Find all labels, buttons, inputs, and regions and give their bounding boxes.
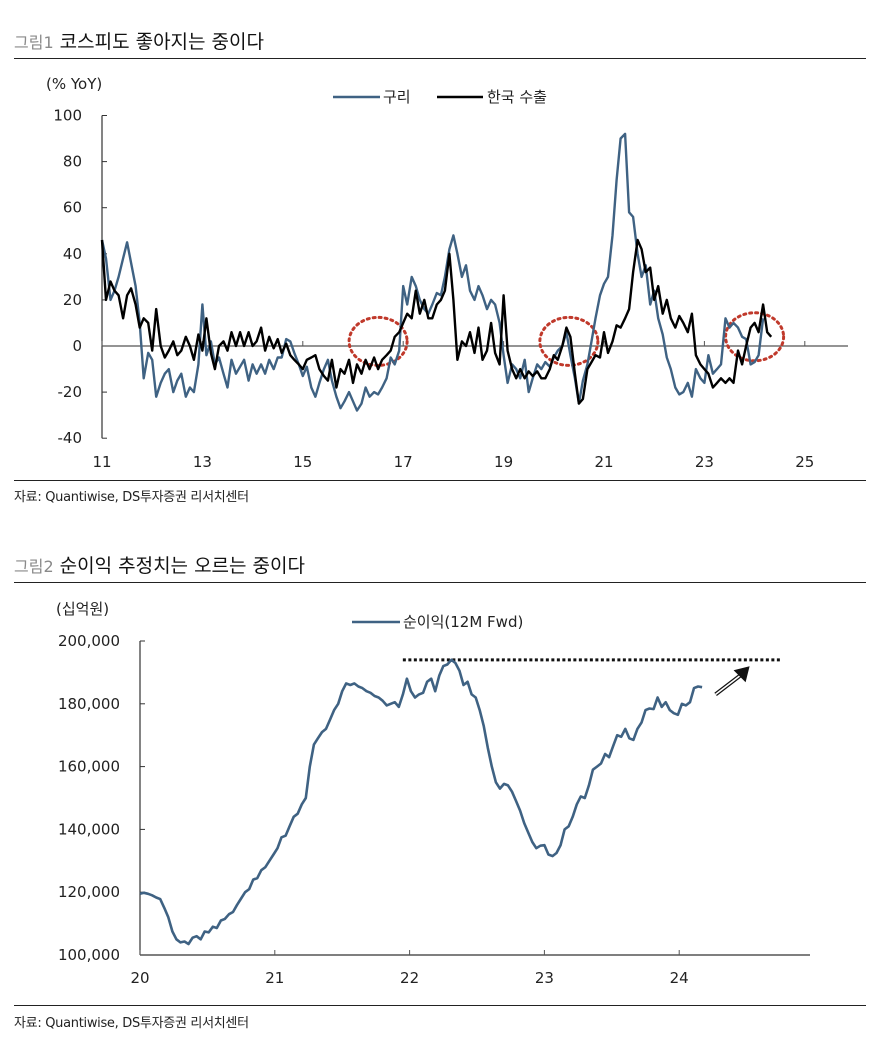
chart2-y-tick-label: 200,000 — [58, 632, 120, 650]
legend-label-earnings: 순이익(12M Fwd) — [403, 613, 523, 631]
chart1-highlight-circle — [724, 311, 786, 363]
chart1-x-tick-label: 25 — [795, 453, 814, 471]
figure1-title: 그림1 코스피도 좋아지는 중이다 — [14, 27, 264, 54]
chart2-legend: 순이익(12M Fwd) — [352, 613, 523, 631]
chart1-x-tick-label: 23 — [695, 453, 714, 471]
chart2-y-tick-label: 160,000 — [58, 758, 120, 776]
chart1-x-tick-label: 15 — [293, 453, 312, 471]
chart1-series-copper — [100, 132, 765, 412]
chart1-y-unit-label: (% YoY) — [46, 75, 102, 93]
chart1-highlight-circles — [347, 311, 786, 367]
chart2-reference — [402, 658, 781, 696]
chart2-y-unit-label: (십억원) — [56, 600, 109, 618]
figure2-title: 그림2 순이익 추정치는 오르는 중이다 — [14, 551, 305, 578]
chart2-x-tick-label: 20 — [130, 969, 149, 987]
chart1-highlight-circle — [347, 315, 409, 367]
chart1-x-tick-label: 17 — [394, 453, 413, 471]
chart1-y-tick-label: 80 — [63, 153, 82, 171]
figure1-top-rule — [14, 58, 866, 59]
figure1-source: 자료: Quantiwise, DS투자증권 리서치센터 — [14, 490, 249, 505]
chart2-x-tick-label: 23 — [535, 969, 554, 987]
chart1-y-tick-label: 40 — [63, 245, 82, 263]
chart1-x-tick-label: 13 — [193, 453, 212, 471]
figure2-title-text: 순이익 추정치는 오르는 중이다 — [59, 555, 305, 577]
figure1-title-text: 코스피도 좋아지는 중이다 — [59, 31, 264, 53]
chart1-y-tick-label: -20 — [58, 383, 83, 401]
chart1-series-exports — [100, 238, 773, 405]
chart1-highlight-circle — [538, 315, 600, 367]
figure2-bottom-rule — [14, 1005, 866, 1006]
figure2-top-rule — [14, 582, 866, 583]
chart2-series-earnings — [139, 658, 703, 946]
chart2-y-tick-label: 120,000 — [58, 883, 120, 901]
trend-arrow-head-icon — [733, 666, 750, 683]
chart1-axes: 100 80 60 40 20 0 -20 -40 11 13 15 17 19 21 23 25 — [53, 107, 848, 471]
figure1-number: 그림1 — [14, 33, 54, 52]
chart2-y-tick-label: 180,000 — [58, 695, 120, 713]
chart1-x-tick-label: 19 — [494, 453, 513, 471]
chart2-x-tick-label: 21 — [265, 969, 284, 987]
chart1-y-tick-label: 20 — [63, 291, 82, 309]
figure1-bottom-rule — [14, 480, 866, 481]
chart1-y-tick-label: 60 — [63, 199, 82, 217]
chart2-x-tick-label: 22 — [400, 969, 419, 987]
legend-label-copper: 구리 — [383, 88, 411, 106]
chart2-y-tick-label: 100,000 — [58, 946, 120, 964]
chart2-y-tick-label: 140,000 — [58, 820, 120, 838]
chart1-y-tick-label: 0 — [72, 337, 82, 355]
legend-label-exports: 한국 수출 — [487, 88, 547, 106]
figure2-source: 자료: Quantiwise, DS투자증권 리서치센터 — [14, 1016, 249, 1031]
chart1-x-tick-label: 11 — [92, 453, 111, 471]
chart1-x-tick-label: 21 — [594, 453, 613, 471]
chart1-legend: 구리 한국 수출 — [333, 88, 547, 106]
chart2-x-tick-label: 24 — [670, 969, 689, 987]
chart1-y-tick-label: -40 — [58, 429, 83, 447]
chart2-axes: 200,000 180,000 160,000 140,000 120,000 100,0… — [58, 632, 810, 987]
chart1-y-tick-label: 100 — [53, 107, 82, 125]
trend-arrow-shaft — [715, 674, 742, 696]
figure2-number: 그림2 — [14, 557, 54, 576]
chart1-lines — [100, 132, 773, 412]
chart2-lines — [139, 658, 703, 946]
